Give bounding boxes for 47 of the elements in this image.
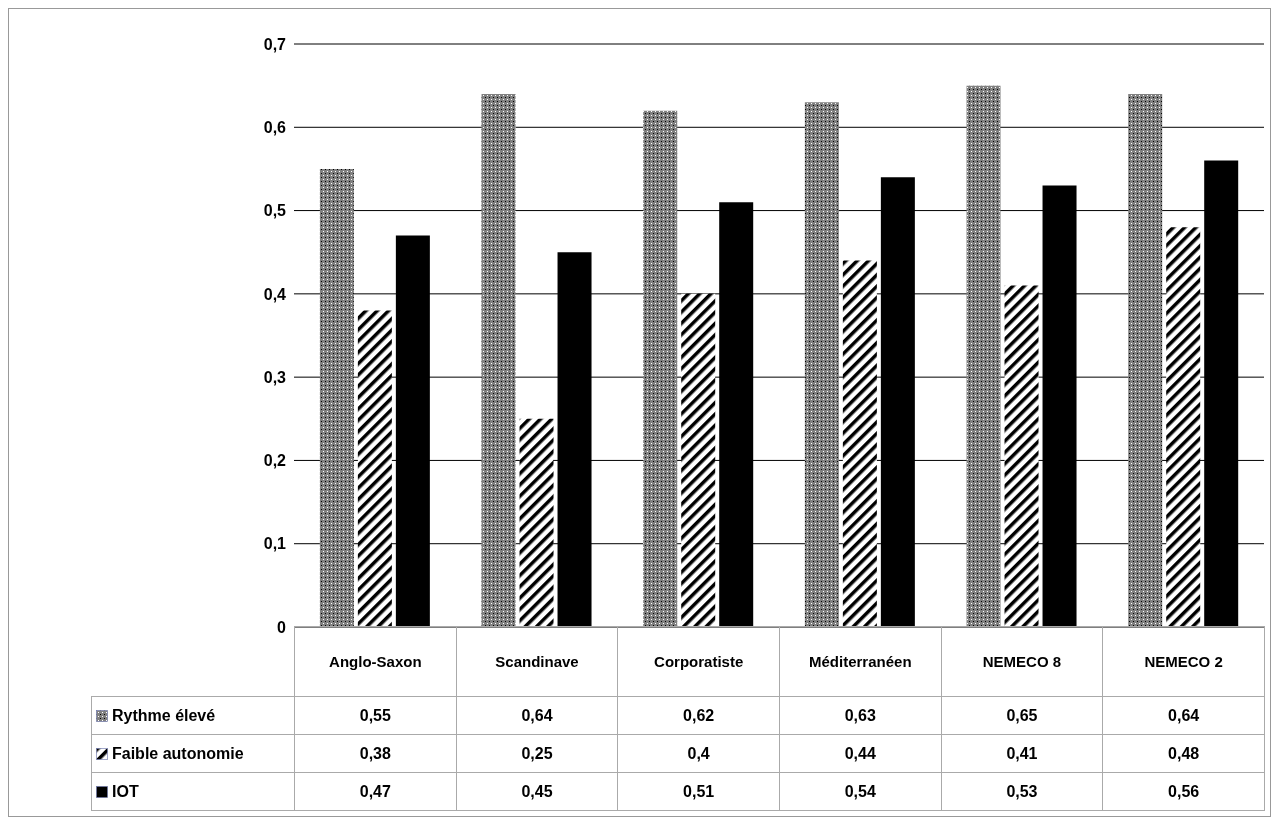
x-tick-label: NEMECO 2 [1102,626,1265,697]
data-label: 0,41 [941,734,1103,773]
y-tick-label: 0,6 [263,118,287,136]
data-label: 0,64 [1102,696,1265,735]
y-tick-label: 0,2 [263,452,287,470]
bar [1166,227,1201,627]
legend-label: IOT [91,772,295,811]
y-tick-label: 0,4 [263,285,287,303]
data-label: 0,64 [456,696,618,735]
bar [804,102,839,627]
data-label: 0,65 [941,696,1103,735]
data-label: 0,51 [617,772,780,811]
bar [842,260,877,627]
bar [357,310,392,627]
data-label: 0,63 [779,696,942,735]
y-tick-label: 0,1 [263,535,287,553]
bar [519,418,554,627]
x-tick-label: Méditerranéen [779,626,942,697]
bar [1004,285,1039,627]
y-tick-label: 0,5 [263,202,287,220]
x-tick-label: Scandinave [456,626,618,697]
data-label: 0,55 [294,696,457,735]
bar [681,293,716,627]
bar [966,85,1001,627]
bar [643,110,678,627]
data-label: 0,56 [1102,772,1265,811]
y-tick-label: 0,7 [263,35,287,53]
legend-label: Faible autonomie [91,734,295,773]
bar [481,93,516,627]
x-tick-label: NEMECO 8 [941,626,1103,697]
data-label: 0,47 [294,772,457,811]
data-label: 0,44 [779,734,942,773]
data-label: 0,53 [941,772,1103,811]
data-label: 0,54 [779,772,942,811]
bar [319,168,354,627]
x-tick-label: Anglo-Saxon [294,626,457,697]
x-tick-label: Corporatiste [617,626,780,697]
bar [1128,93,1163,627]
legend-label: Rythme élevé [91,696,295,735]
y-tick-label: 0,3 [263,368,287,386]
data-label: 0,62 [617,696,780,735]
data-label: 0,45 [456,772,618,811]
data-label: 0,4 [617,734,780,773]
data-label: 0,38 [294,734,457,773]
y-tick-label: 0 [277,618,287,636]
data-label: 0,25 [456,734,618,773]
data-label: 0,48 [1102,734,1265,773]
